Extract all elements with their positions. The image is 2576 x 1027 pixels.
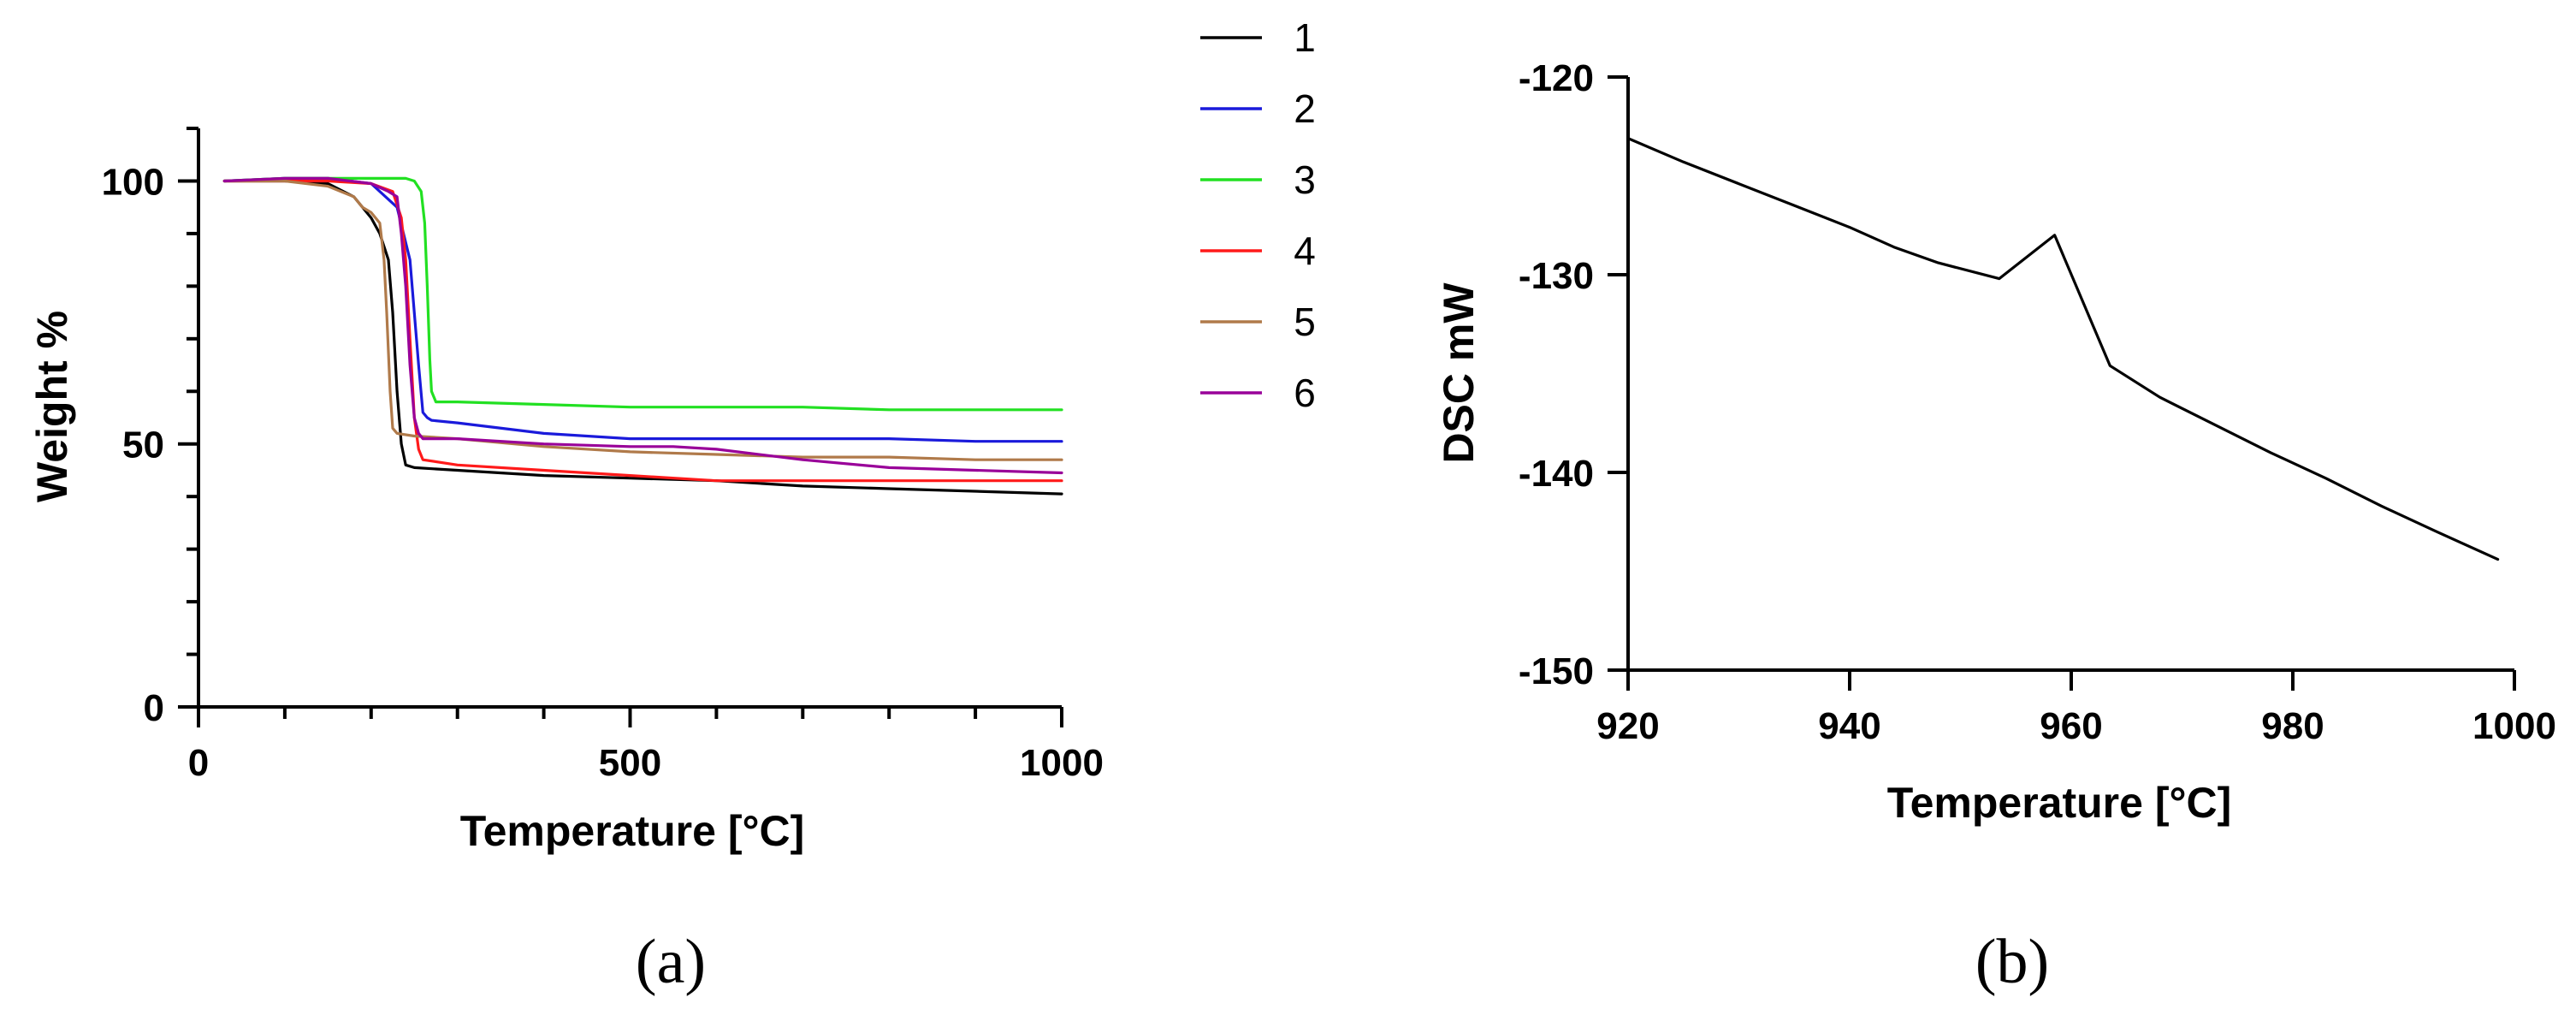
chart-b-y-tick-label: -140 bbox=[1519, 453, 1594, 495]
chart-b-x-tick-label: 980 bbox=[2261, 705, 2324, 747]
chart-b-y-tick-label: -150 bbox=[1519, 650, 1594, 692]
chart-a-legend-label-6: 6 bbox=[1294, 371, 1316, 415]
chart-b-x-tick-label: 1000 bbox=[2472, 705, 2556, 747]
chart-a-series bbox=[222, 176, 1063, 496]
chart-a-y-tick-label: 100 bbox=[102, 161, 164, 203]
chart-a-series-line-4 bbox=[222, 179, 1063, 483]
chart-a-x-tick-label: 500 bbox=[599, 742, 661, 784]
chart-a: 0 500 1000 0 50 100 1 2 3 4 5 6 Temperature [°C] W… bbox=[28, 15, 1316, 997]
chart-b-x-tick-label: 920 bbox=[1596, 705, 1659, 747]
chart-a-x-axis-title: Temperature [°C] bbox=[460, 807, 804, 855]
chart-a-legend: 1 2 3 4 5 6 bbox=[1200, 15, 1316, 415]
chart-a-series-line-6 bbox=[222, 176, 1063, 475]
chart-b-panel-label: (b) bbox=[1975, 927, 2049, 997]
chart-a-legend-label-4: 4 bbox=[1294, 229, 1316, 273]
chart-b-x-tick-label: 940 bbox=[1818, 705, 1880, 747]
chart-b-axes: 920 940 960 980 1000 -150 -140 -130 -120 bbox=[1519, 57, 2556, 747]
chart-a-x-tick-label: 0 bbox=[188, 742, 209, 784]
chart-a-panel-label: (a) bbox=[636, 927, 706, 997]
chart-b-y-axis-title: DSC mW bbox=[1435, 282, 1483, 464]
chart-b-y-tick-label: -130 bbox=[1519, 255, 1594, 297]
chart-a-y-tick-label: 0 bbox=[144, 687, 164, 729]
chart-b-series-line bbox=[1626, 137, 2500, 561]
chart-a-legend-label-3: 3 bbox=[1294, 157, 1316, 202]
chart-a-series-line-5 bbox=[222, 179, 1063, 461]
chart-b-x-axis-title: Temperature [°C] bbox=[1887, 779, 2231, 827]
chart-a-legend-label-1: 1 bbox=[1294, 15, 1316, 60]
chart-a-y-tick-label: 50 bbox=[122, 424, 164, 466]
chart-a-x-tick-label: 1000 bbox=[1020, 742, 1104, 784]
chart-a-legend-label-2: 2 bbox=[1294, 86, 1316, 131]
chart-b: 920 940 960 980 1000 -150 -140 -130 -120 Tempera… bbox=[1435, 57, 2556, 997]
chart-b-x-tick-label: 960 bbox=[2040, 705, 2102, 747]
chart-b-y-tick-label: -120 bbox=[1519, 57, 1594, 99]
chart-a-axes: 0 500 1000 0 50 100 bbox=[102, 127, 1104, 784]
chart-a-y-axis-title: Weight % bbox=[28, 311, 76, 502]
chart-a-series-line-3 bbox=[222, 176, 1063, 412]
chart-b-series bbox=[1626, 137, 2500, 561]
chart-a-series-line-2 bbox=[222, 176, 1063, 443]
chart-a-legend-label-5: 5 bbox=[1294, 300, 1316, 344]
